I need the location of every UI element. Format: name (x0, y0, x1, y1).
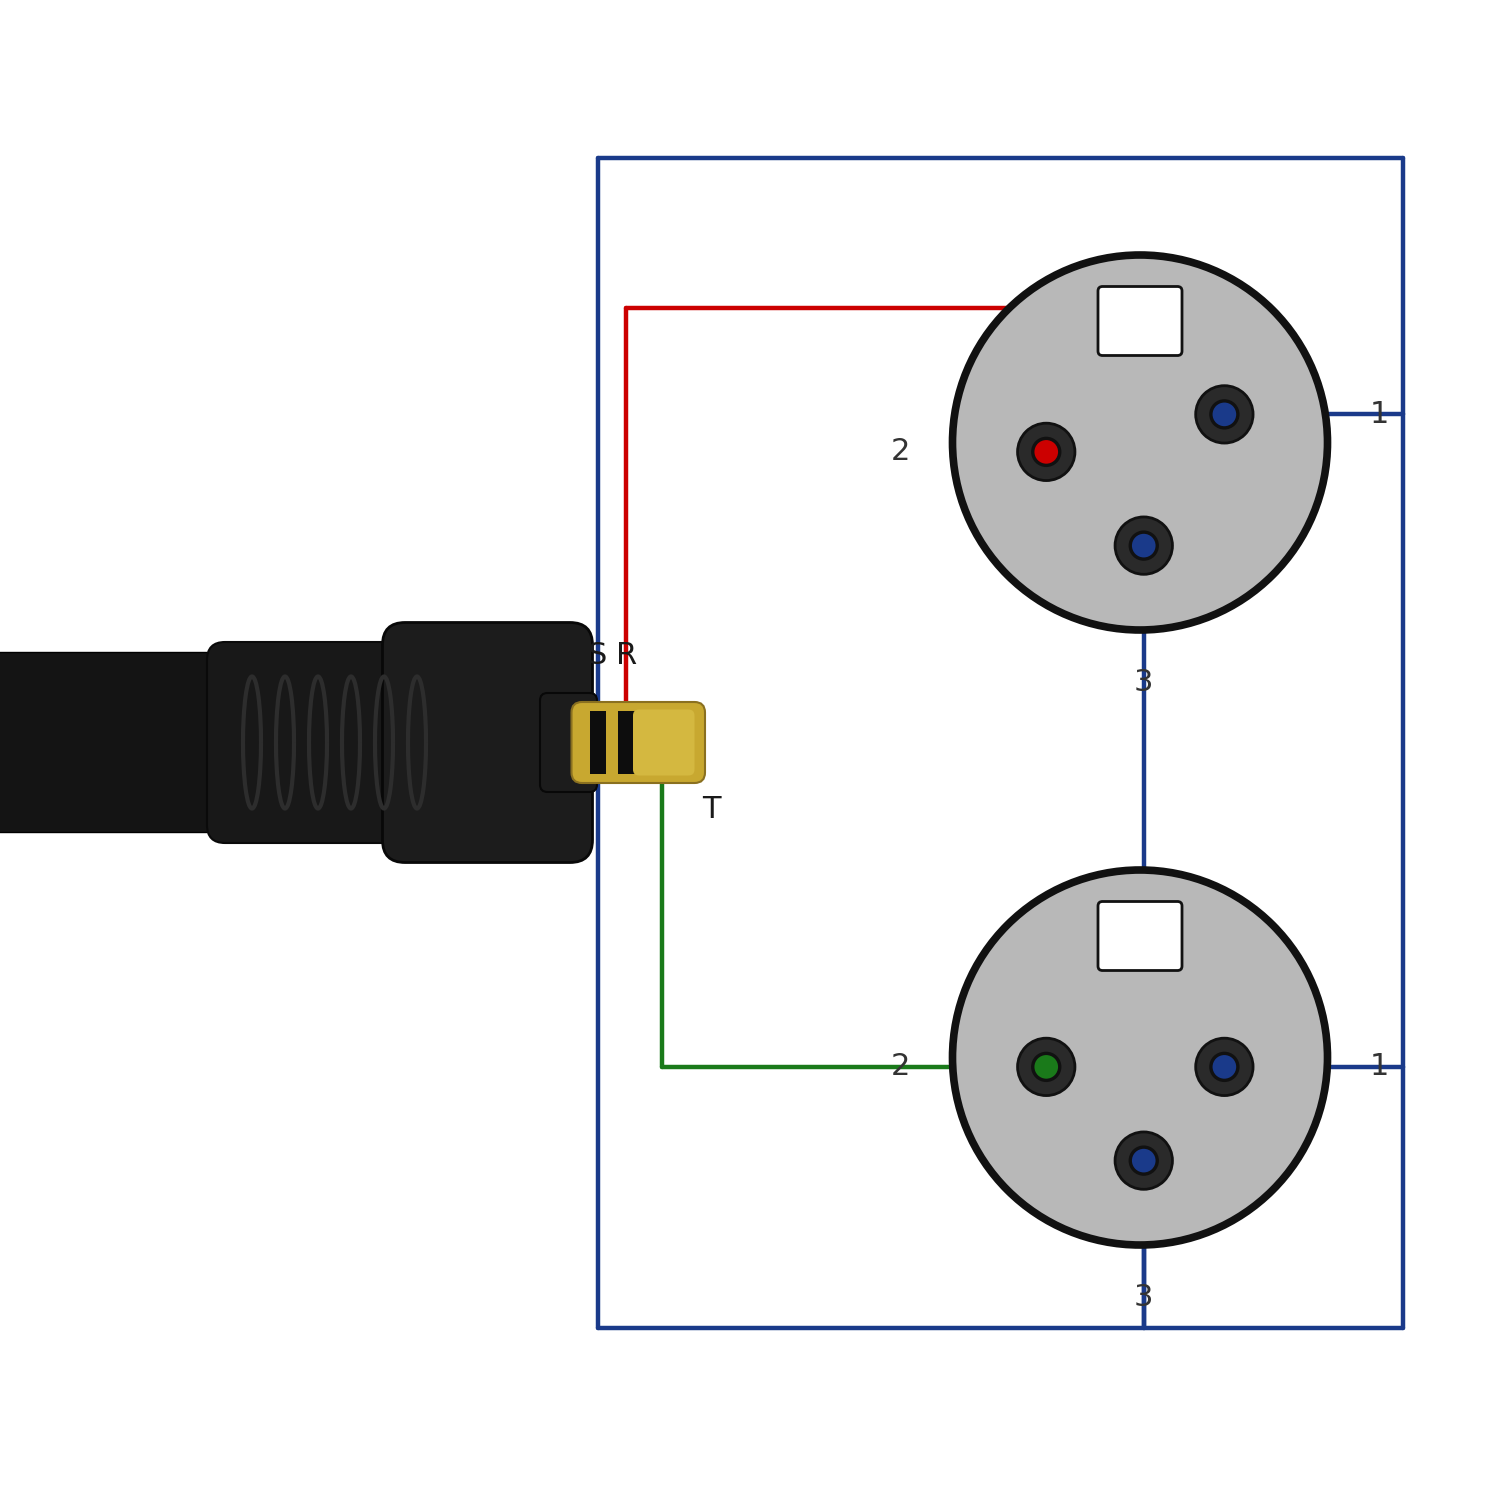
Circle shape (1209, 399, 1239, 429)
Circle shape (1209, 1052, 1239, 1082)
FancyBboxPatch shape (540, 693, 597, 792)
Circle shape (1035, 440, 1058, 464)
Circle shape (1212, 402, 1236, 426)
Circle shape (952, 870, 1328, 1245)
Circle shape (1196, 1038, 1252, 1095)
Text: 2: 2 (891, 438, 910, 466)
Circle shape (1114, 518, 1173, 574)
FancyBboxPatch shape (1098, 286, 1182, 356)
FancyBboxPatch shape (1098, 902, 1182, 970)
Circle shape (1114, 1132, 1173, 1190)
Text: 2: 2 (891, 1053, 910, 1082)
Circle shape (1035, 1054, 1058, 1078)
Circle shape (1128, 531, 1160, 561)
Circle shape (1030, 436, 1062, 466)
Text: R: R (615, 642, 638, 670)
Text: 3: 3 (1134, 668, 1154, 696)
Circle shape (1030, 1052, 1062, 1082)
FancyBboxPatch shape (572, 702, 705, 783)
Circle shape (1196, 386, 1252, 442)
Circle shape (1132, 1149, 1155, 1173)
Text: 3: 3 (1134, 1282, 1154, 1311)
Circle shape (952, 255, 1328, 630)
Circle shape (1017, 423, 1076, 480)
Bar (590, 711, 606, 774)
FancyBboxPatch shape (633, 710, 694, 776)
Circle shape (1132, 534, 1155, 558)
Circle shape (1017, 1038, 1076, 1095)
Text: 1: 1 (1370, 400, 1389, 429)
FancyBboxPatch shape (382, 622, 592, 862)
Text: S: S (588, 642, 608, 670)
Bar (618, 711, 634, 774)
Circle shape (1128, 1146, 1160, 1176)
Circle shape (1212, 1054, 1236, 1078)
Text: 1: 1 (1370, 1053, 1389, 1082)
Text: T: T (702, 795, 720, 824)
FancyBboxPatch shape (0, 652, 285, 833)
FancyBboxPatch shape (207, 642, 468, 843)
